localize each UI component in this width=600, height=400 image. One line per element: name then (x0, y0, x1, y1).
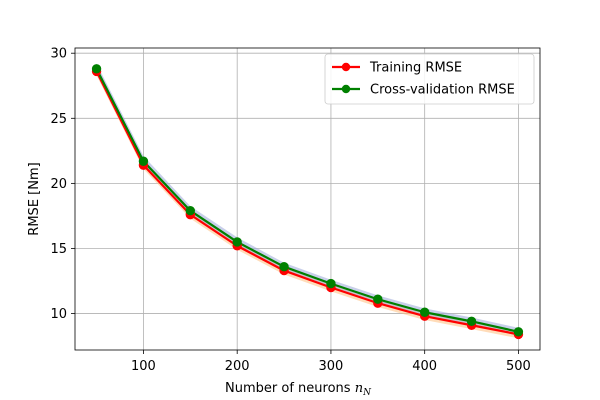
plot-frame (74, 47, 541, 351)
x-axis-label: Number of neurons nN (225, 381, 372, 398)
legend-entry: Training RMSE (332, 61, 462, 76)
series-2-point (419, 307, 430, 317)
x-tick-label: 300 (319, 359, 344, 374)
legend-box (324, 53, 535, 105)
series-2-point (279, 261, 289, 272)
series-2-point (326, 278, 336, 289)
y-tick-label: 25 (50, 112, 67, 127)
y-tick-label: 30 (50, 47, 67, 62)
series-2-point (513, 327, 524, 337)
series-1-line (95, 70, 519, 336)
legend-entry: Cross-validation RMSE (332, 83, 515, 98)
series-2-point (466, 316, 477, 327)
legend-label: Cross-validation RMSE (370, 83, 515, 98)
y-tick-label: 10 (50, 307, 67, 322)
x-tick-label: 100 (131, 359, 156, 374)
x-axis-ticks: 100 200 300 400 500 (131, 350, 531, 374)
legend-label: Training RMSE (369, 61, 462, 76)
y-axis-ticks: 10 15 20 25 30 (50, 47, 75, 322)
series-2-point (138, 156, 149, 166)
series-lines (95, 68, 519, 336)
series-2-point (232, 237, 242, 247)
y-tick-label: 20 (50, 177, 67, 192)
y-axis-label: RMSE [Nm] (27, 162, 42, 235)
confidence-bands (96, 63, 519, 339)
series-2-point (91, 64, 102, 74)
x-tick-label: 400 (412, 359, 437, 374)
legend-marker (341, 62, 351, 72)
series-2-point (373, 294, 383, 304)
x-tick-label: 500 (506, 359, 531, 374)
y-tick-label: 15 (50, 242, 67, 257)
legend: Training RMSE Cross-validation RMSE (324, 53, 535, 105)
series-2-point (185, 206, 196, 216)
legend-marker (341, 84, 351, 94)
x-tick-label: 200 (225, 359, 250, 374)
series-2-band (96, 63, 519, 336)
series-points (91, 64, 524, 340)
series-1-band (96, 67, 519, 339)
series-2-line (95, 68, 519, 333)
